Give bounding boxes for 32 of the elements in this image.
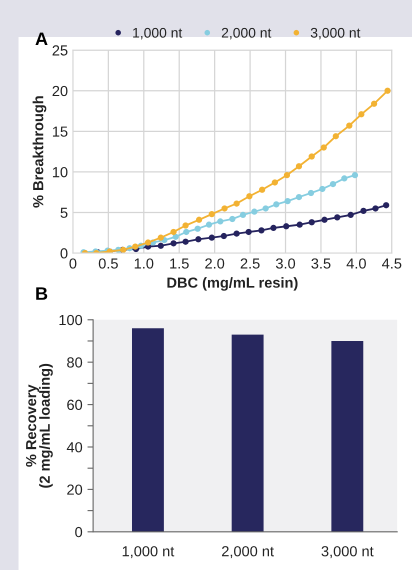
y-tick-label: 40: [66, 442, 82, 452]
y-tick-label: 5: [60, 208, 68, 218]
y-tick-label: 60: [67, 400, 82, 410]
y-tick-label: 20: [52, 86, 68, 96]
y-tick-label: 25: [52, 45, 68, 56]
y-axis-title: % Recovery (2 mg/mL loading): [26, 364, 53, 488]
y-tick-label: 0: [60, 248, 68, 259]
y-axis-title: % Breakthrough: [32, 96, 46, 208]
y-tick-label: 10: [52, 167, 68, 178]
x-tick-label: 3,000 nt: [322, 546, 374, 558]
x-axis-title: DBC (mg/mL resin): [167, 277, 298, 291]
y-tick-label: 100: [59, 314, 82, 326]
x-tick-label: 4.0: [346, 258, 366, 269]
x-tick-label: 2.0: [205, 258, 224, 269]
text: B: [36, 287, 48, 300]
x-tick-label: 3.0: [276, 258, 296, 269]
x-tick-label: 2,000 nt: [222, 546, 274, 558]
y-tick-label: 0: [75, 526, 82, 538]
x-tick-label: 0.5: [98, 258, 118, 269]
legend-label: 1,000 nt: [133, 28, 182, 40]
x-tick-label: 3.5: [311, 258, 330, 269]
y-tick-label: 15: [52, 126, 68, 137]
x-tick-label: 4.5: [382, 258, 402, 269]
x-tick-label: 1.5: [170, 258, 189, 269]
x-tick-label: 1.0: [134, 258, 154, 269]
legend-label: 2,000 nt: [222, 28, 272, 40]
y-tick-label: 80: [67, 357, 82, 368]
x-tick-label: 2.5: [240, 258, 260, 269]
x-tick-label: 1,000 nt: [122, 546, 174, 558]
y-tick-label: 20: [67, 484, 82, 495]
legend-label: 3,000 nt: [310, 28, 360, 40]
text: A: [35, 32, 48, 46]
